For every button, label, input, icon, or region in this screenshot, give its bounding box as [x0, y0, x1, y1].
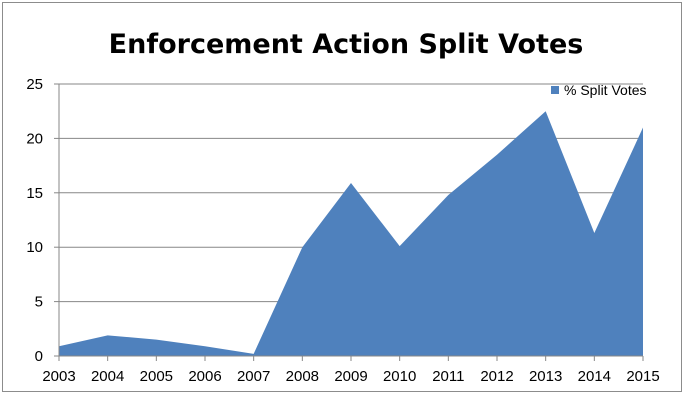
- x-tick-label-2003: 2003: [42, 368, 75, 385]
- y-tick-label-15: 15: [26, 185, 43, 202]
- y-tick-label-20: 20: [26, 130, 43, 147]
- y-tick-label-5: 5: [35, 294, 43, 311]
- legend-label: % Split Votes: [564, 82, 647, 98]
- plot-area: [59, 111, 643, 356]
- x-tick-label-2008: 2008: [286, 368, 319, 385]
- y-axis-tick-labels: 0 5 10 15 20 25: [26, 76, 43, 365]
- area-series-split-votes: [59, 111, 643, 356]
- y-tick-label-25: 25: [26, 76, 43, 93]
- x-tick-label-2007: 2007: [237, 368, 270, 385]
- y-tick-label-0: 0: [35, 348, 43, 365]
- x-tick-label-2005: 2005: [140, 368, 173, 385]
- chart-title: Enforcement Action Split Votes: [109, 29, 584, 60]
- x-tick-label-2015: 2015: [626, 368, 659, 385]
- x-tick-label-2009: 2009: [334, 368, 367, 385]
- x-tick-label-2006: 2006: [188, 368, 221, 385]
- y-tick-label-10: 10: [26, 239, 43, 256]
- x-tick-label-2013: 2013: [529, 368, 562, 385]
- legend: % Split Votes: [551, 82, 647, 98]
- x-tick-label-2004: 2004: [91, 368, 124, 385]
- x-tick-label-2010: 2010: [383, 368, 416, 385]
- legend-swatch: [551, 86, 559, 94]
- x-tick-label-2014: 2014: [578, 368, 611, 385]
- x-tick-label-2012: 2012: [480, 368, 513, 385]
- x-axis-tick-labels: 2003 2004 2005 2006 2007 2008 2009 2010 2011 2012…: [42, 368, 659, 385]
- x-tick-label-2011: 2011: [432, 368, 464, 385]
- axes: [54, 83, 644, 361]
